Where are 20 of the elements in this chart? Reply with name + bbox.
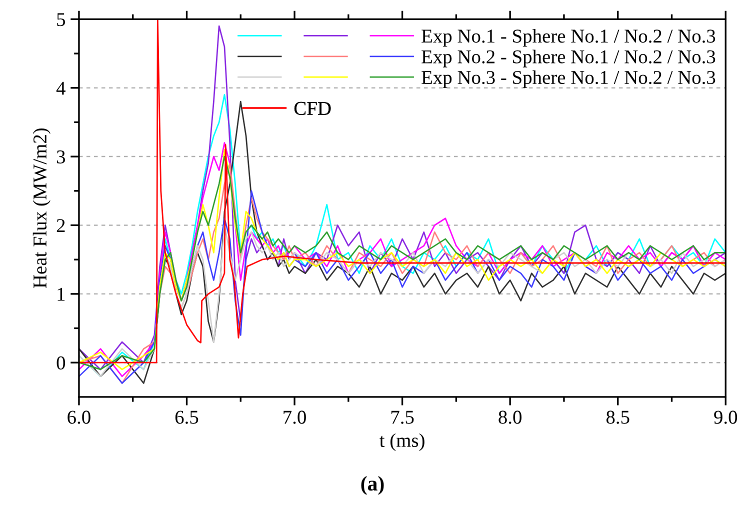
y-tick-label: 2 [56, 219, 65, 232]
y-axis-title: Heat Flux (MW/m2) [32, 128, 50, 288]
legend-label: Exp No.3 - Sphere No.1 / No.2 / No.3 [422, 70, 716, 88]
y-tick-label: 3 [56, 150, 66, 164]
x-tick-label: 6.0 [68, 410, 90, 424]
x-tick-label: 7.0 [284, 410, 306, 424]
legend-label: CFD [294, 102, 331, 115]
text: (a) [361, 476, 384, 495]
y-tick-label: 4 [56, 82, 66, 95]
x-axis-title: t (ms) [380, 433, 424, 451]
y-tick-label: 1 [58, 288, 65, 301]
x-tick-label: 8.0 [498, 410, 522, 424]
y-tick-label: 0 [56, 356, 66, 370]
x-tick-label: 9.0 [714, 410, 738, 424]
x-tick-label: 7.5 [391, 410, 414, 424]
x-tick-label: 6.5 [175, 410, 198, 424]
y-tick-label: 5 [57, 13, 66, 26]
legend-label: Exp No.1 - Sphere No.1 / No.2 / No.3 [422, 29, 716, 47]
legend-label: Exp No.2 - Sphere No.1 / No.2 / No.3 [422, 50, 716, 68]
x-tick-label: 8.5 [606, 410, 630, 424]
